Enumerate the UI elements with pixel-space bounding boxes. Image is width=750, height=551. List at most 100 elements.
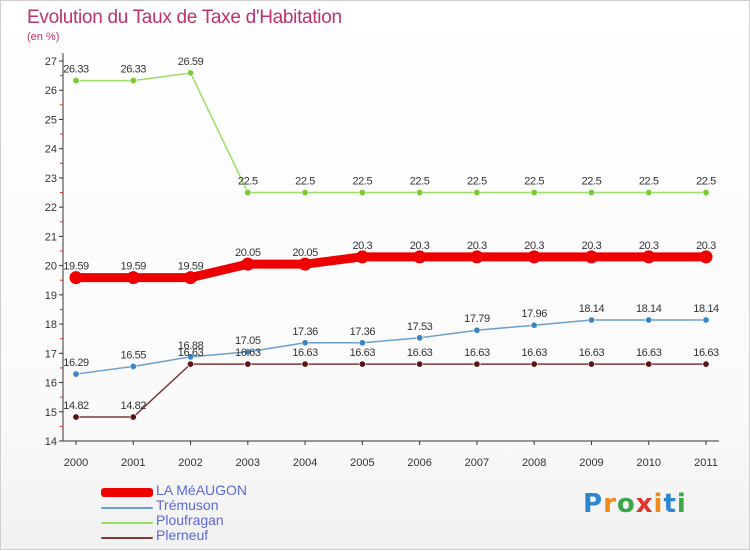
data-label: 22.5: [410, 176, 430, 188]
legend-swatch: [101, 506, 153, 509]
data-label: 20.3: [639, 240, 659, 252]
data-point: [358, 189, 366, 197]
x-tick-label: 2009: [579, 457, 603, 469]
data-point: [72, 77, 80, 85]
data-label: 16.88: [178, 340, 204, 352]
data-label: 16.63: [464, 347, 490, 359]
x-tick-label: 2008: [522, 457, 546, 469]
data-label: 16.63: [292, 347, 318, 359]
chart-subtitle: (en %): [27, 31, 60, 43]
series-line: [75, 363, 707, 418]
data-label: 26.33: [63, 64, 89, 76]
series-line: [71, 252, 711, 283]
data-label: 22.5: [696, 176, 716, 188]
y-tick-label: 27: [45, 56, 57, 68]
data-point: [301, 189, 309, 197]
y-tick-label: 21: [45, 231, 57, 243]
data-point: [530, 189, 538, 197]
data-label: 20.05: [292, 247, 318, 259]
data-point: [530, 321, 538, 329]
data-point: [301, 339, 309, 347]
logo-letter: x: [635, 489, 654, 519]
y-tick-label: 25: [45, 114, 57, 126]
data-point: [184, 271, 198, 285]
data-label: 16.63: [521, 347, 547, 359]
logo-letter: i: [653, 489, 664, 519]
data-label: 20.3: [467, 240, 487, 252]
chart-title: Evolution du Taux de Taxe d'Habitation: [27, 7, 342, 28]
data-point: [72, 413, 80, 421]
data-point: [298, 257, 312, 271]
data-label: 20.3: [410, 240, 430, 252]
data-point: [584, 250, 598, 264]
data-point: [470, 250, 484, 264]
data-point: [587, 189, 595, 197]
x-tick-label: 2005: [350, 457, 374, 469]
y-tick-label: 19: [45, 290, 57, 302]
data-label: 26.33: [121, 64, 147, 76]
series-la-m-augon: [69, 250, 713, 285]
legend-swatch: [101, 521, 153, 524]
y-tick-label: 16: [45, 378, 57, 390]
data-point: [187, 69, 195, 77]
data-label: 19.59: [63, 261, 89, 273]
data-label: 18.14: [636, 303, 662, 315]
data-point: [416, 189, 424, 197]
data-label: 17.36: [350, 326, 376, 338]
logo-letter: t: [663, 489, 677, 519]
data-label: 22.5: [467, 176, 487, 188]
data-point: [187, 353, 195, 361]
data-point: [129, 413, 137, 421]
y-tick-label: 26: [45, 85, 57, 97]
legend-swatch: [101, 536, 153, 539]
data-label: 20.3: [696, 240, 716, 252]
data-point: [72, 370, 80, 378]
data-point: [702, 189, 710, 197]
data-label: 19.59: [121, 261, 147, 273]
series-line: [75, 72, 707, 194]
data-label: 22.5: [238, 176, 258, 188]
data-label: 22.5: [639, 176, 659, 188]
data-point: [241, 257, 255, 271]
data-label: 17.36: [292, 326, 318, 338]
data-point: [645, 360, 653, 368]
logo-letter: i: [676, 489, 687, 519]
data-label: 20.3: [524, 240, 544, 252]
data-point: [527, 250, 541, 264]
data-label: 20.05: [235, 247, 261, 259]
data-point: [416, 360, 424, 368]
data-label: 14.82: [121, 400, 147, 412]
legend-label: Ploufragan: [156, 512, 224, 528]
y-tick-label: 14: [45, 436, 57, 448]
data-point: [645, 189, 653, 197]
series-plerneuf: [72, 360, 710, 421]
data-label: 18.14: [579, 303, 605, 315]
data-label: 16.55: [121, 349, 147, 361]
data-point: [530, 360, 538, 368]
x-tick-label: 2000: [64, 457, 88, 469]
series-ploufragan: [72, 69, 710, 197]
y-tick-label: 18: [45, 319, 57, 331]
data-point: [244, 348, 252, 356]
data-label: 22.5: [295, 176, 315, 188]
data-point: [645, 316, 653, 324]
logo-letter: P: [583, 489, 604, 519]
data-point: [702, 316, 710, 324]
logo-letter: o: [616, 489, 636, 519]
data-label: 22.5: [582, 176, 602, 188]
data-point: [642, 250, 656, 264]
data-point: [358, 339, 366, 347]
data-label: 16.63: [693, 347, 719, 359]
data-point: [587, 316, 595, 324]
legend-label: Trémuson: [156, 497, 219, 513]
data-label: 16.63: [636, 347, 662, 359]
data-label: 22.5: [524, 176, 544, 188]
legend-label: Plerneuf: [156, 527, 209, 543]
data-point: [301, 360, 309, 368]
data-label: 17.05: [235, 335, 261, 347]
legend-label: LA MéAUGON: [156, 482, 248, 498]
data-label: 16.63: [350, 347, 376, 359]
legend-swatch: [101, 488, 153, 497]
